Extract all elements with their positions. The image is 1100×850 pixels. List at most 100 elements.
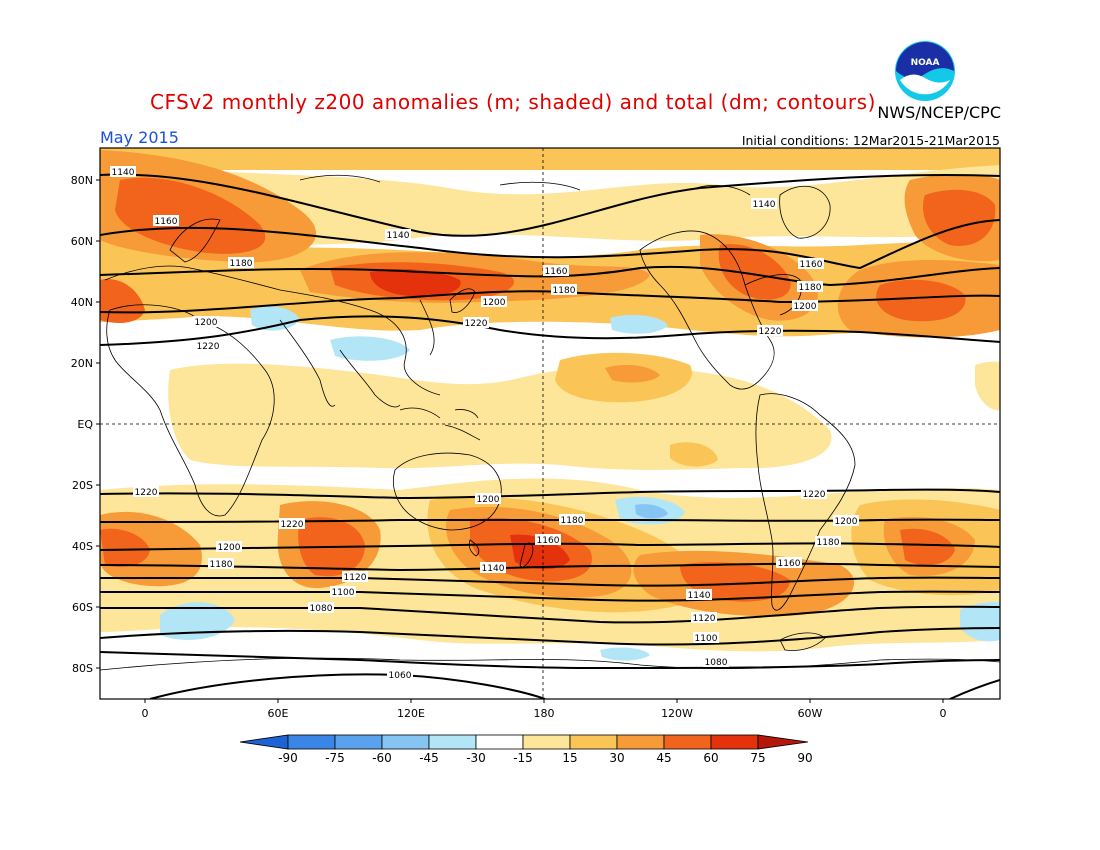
contour-label: 1220 [281,520,304,530]
contour-label: 1060 [389,671,412,681]
contour-label-bg [133,486,159,497]
lon-label-180: 180 [534,707,555,720]
contour-label-bg [801,488,827,499]
contour-label: 1160 [155,217,178,227]
lat-label-80n: 80N [71,174,93,187]
contour-label-bg [342,571,368,582]
contour-label-bg [195,340,221,351]
contour-label-bg [686,589,712,600]
contour-label-bg [798,258,824,269]
contour-label-bg [110,166,136,177]
colorbar: -90 -75 -60 -45 -30 -15 15 30 45 60 75 90 [239,734,813,765]
colorbar-label: -75 [325,751,345,765]
lon-label-120w: 120W [661,707,693,720]
contour-label: 1140 [688,591,711,601]
contour-label-bg [815,536,841,547]
lat-label-20n: 20N [71,357,93,370]
lon-label-0-right: 0 [940,707,947,720]
colorbar-label: -45 [419,751,439,765]
contour-label: 1120 [344,573,367,583]
contour-label-bg [535,534,561,545]
contour-label: 1160 [800,260,823,270]
contour-label-bg [193,316,219,327]
contour-label: 1180 [553,286,576,296]
colorbar-label: 15 [562,751,577,765]
forecast-period: May 2015 [100,128,179,147]
colorbar-segment [710,734,759,750]
colorbar-segment [334,734,383,750]
contour-label: 1180 [210,560,233,570]
colorbar-arrow-right [757,734,809,750]
contour-label-bg [703,656,729,667]
contour-label-bg [216,541,242,552]
contour-label: 1200 [835,517,858,527]
contour-label: 1200 [794,302,817,312]
lon-label-60e: 60E [268,707,289,720]
contour-label-bg [463,317,489,328]
initial-conditions: Initial conditions: 12Mar2015-21Mar2015 [741,133,1000,148]
lat-label-60s: 60S [72,601,93,614]
contour-label: 1180 [561,516,584,526]
colorbar-label: 45 [656,751,671,765]
contour-label-bg [387,669,413,680]
contour-label-bg [693,632,719,643]
contour-label: 1180 [799,283,822,293]
contour-label: 1220 [135,488,158,498]
colorbar-label: 90 [797,751,812,765]
contour-label-bg [797,281,823,292]
contour-label-bg [481,296,507,307]
contour-label-bg [751,198,777,209]
contour-label: 1160 [545,267,568,277]
contour-label: 1120 [693,614,716,624]
svg-text:NOAA: NOAA [911,58,940,68]
height-contours [100,173,1000,699]
contour-label-bg [385,229,411,240]
colorbar-segment [663,734,712,750]
contour-label-bg [691,612,717,623]
contour-label: 1160 [537,536,560,546]
colorbar-segment [616,734,665,750]
contour-label: 1140 [482,564,505,574]
contour-label: 1080 [310,604,333,614]
contour-label-bg [228,257,254,268]
contour-label: 1080 [705,658,728,668]
contour-label: 1100 [695,634,718,644]
colorbar-segment [522,734,571,750]
contour-label: 1140 [112,168,135,178]
colorbar-label: 75 [750,751,765,765]
lat-label-40s: 40S [72,540,93,553]
colorbar-label: -90 [278,751,298,765]
colorbar-segment [475,734,524,750]
contour-label-bg [279,518,305,529]
colorbar-label: 60 [703,751,718,765]
contour-label-bg [776,557,802,568]
contour-label: 1220 [803,490,826,500]
colorbar-segment [569,734,618,750]
contour-label: 1140 [753,200,776,210]
contour-label-bg [475,493,501,504]
contour-label-bg [153,215,179,226]
latitude-axis: 80N 60N 40N 20N EQ 20S 40S 60S 80S [71,174,100,675]
contour-label-bg [551,284,577,295]
noaa-logo-icon: NOAA [895,41,955,101]
colorbar-label: -60 [372,751,392,765]
contour-label: 1220 [465,319,488,329]
contour-label: 1200 [483,298,506,308]
contour-label-bg [330,586,356,597]
colorbar-label: 30 [609,751,624,765]
contour-label: 1200 [218,543,241,553]
contour-label-bg [833,515,859,526]
colorbar-label: -30 [466,751,486,765]
colorbar-segment [428,734,477,750]
colorbar-arrow-left [239,734,289,750]
lat-label-60n: 60N [71,235,93,248]
contour-label: 1200 [195,318,218,328]
contour-label-bg [543,265,569,276]
contour-label: 1200 [477,495,500,505]
contour-label-bg [792,300,818,311]
longitude-axis: 0 60E 120E 180 120W 60W 0 [142,699,947,720]
lat-label-eq: EQ [77,418,93,431]
contour-label: 1220 [759,327,782,337]
contour-label-bg [208,558,234,569]
